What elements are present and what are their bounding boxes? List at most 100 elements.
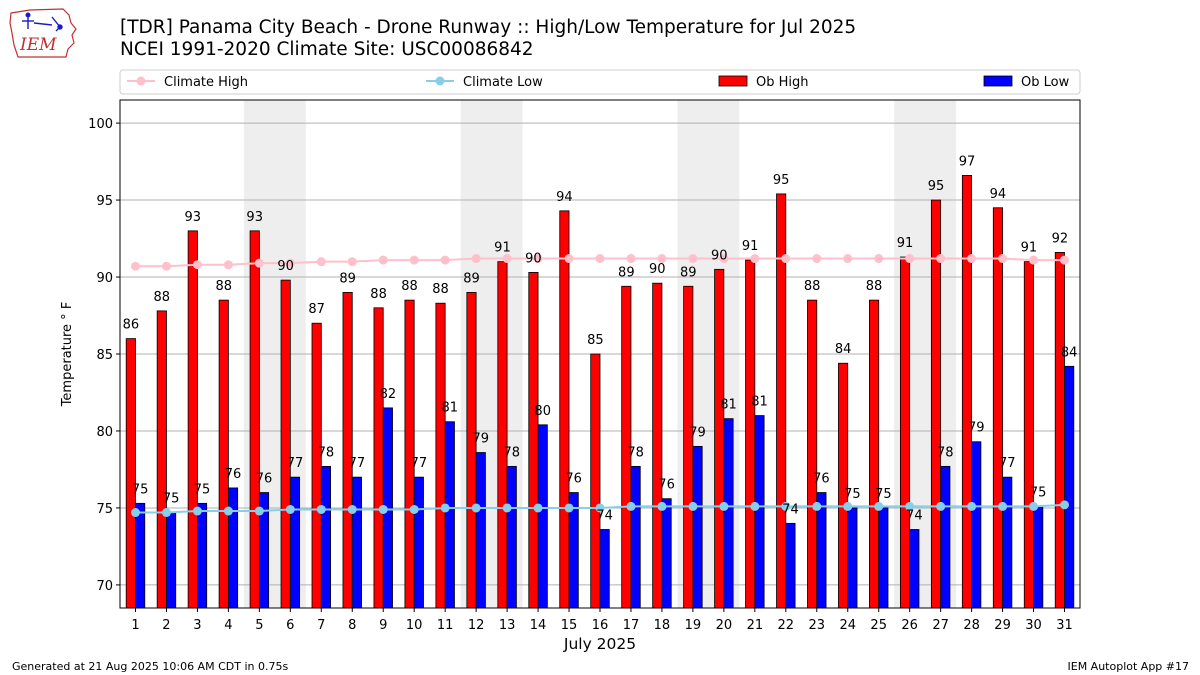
bar-ob-low	[1002, 476, 1013, 609]
x-tick-label: 10	[406, 618, 423, 633]
bar-ob-high	[807, 299, 818, 609]
bar-ob-high	[435, 302, 446, 609]
label-ob-high: 91	[494, 241, 511, 256]
climate-high-point	[998, 254, 1008, 264]
climate-low-point	[192, 506, 202, 516]
bar-ob-low	[444, 421, 455, 609]
label-ob-low: 76	[658, 478, 675, 493]
climate-high-point	[533, 254, 543, 264]
x-tick-label: 24	[839, 618, 856, 633]
label-ob-low: 81	[442, 401, 459, 416]
label-ob-low: 84	[1061, 345, 1078, 360]
label-ob-high: 90	[711, 248, 728, 263]
label-ob-low: 78	[318, 445, 335, 460]
bar-ob-low	[940, 465, 951, 609]
bar-ob-high	[466, 292, 477, 609]
bar-ob-low	[630, 465, 641, 609]
climate-low-point	[936, 501, 946, 511]
climate-high-point	[285, 258, 295, 268]
climate-low-point	[812, 501, 822, 511]
x-tick-label: 25	[870, 618, 887, 633]
label-ob-high: 91	[1021, 241, 1038, 256]
climate-high-point	[378, 255, 388, 265]
climate-low-point	[223, 506, 233, 516]
climate-low-point	[316, 504, 326, 514]
bar-ob-high	[745, 259, 756, 609]
bar-ob-low	[166, 512, 177, 609]
label-ob-low: 77	[287, 456, 304, 471]
label-ob-low: 75	[132, 482, 149, 497]
x-tick-label: 2	[162, 618, 170, 633]
bar-ob-high	[249, 230, 260, 609]
climate-high-point	[161, 261, 171, 271]
climate-high-point	[905, 254, 915, 264]
x-tick-label: 7	[317, 618, 325, 633]
label-ob-low: 80	[534, 404, 551, 419]
climate-high-point	[223, 260, 233, 270]
label-ob-low: 75	[194, 482, 211, 497]
label-ob-high: 93	[246, 210, 263, 225]
x-tick-label: 14	[530, 618, 547, 633]
label-ob-high: 90	[649, 262, 666, 277]
bar-ob-high	[1054, 251, 1065, 609]
bar-ob-low	[971, 441, 982, 609]
climate-high-point	[657, 254, 667, 264]
bar-ob-high	[590, 353, 601, 609]
climate-low-point	[874, 501, 884, 511]
label-ob-high: 88	[866, 279, 883, 294]
bar-ob-low	[1033, 505, 1044, 609]
climate-low-point	[967, 501, 977, 511]
label-ob-low: 76	[565, 472, 582, 487]
weather-station-icon	[22, 12, 63, 32]
legend-climate-high-marker-point	[136, 76, 146, 86]
bar-ob-high	[125, 338, 136, 609]
y-tick-label: 75	[96, 502, 113, 517]
bar-ob-high	[961, 175, 973, 609]
label-ob-high: 86	[123, 318, 140, 333]
y-tick-label: 70	[96, 579, 113, 594]
label-ob-high: 91	[742, 239, 759, 254]
climate-high-point	[502, 254, 512, 264]
legend-ob-high-label: Ob High	[756, 75, 809, 90]
bar-ob-high	[869, 299, 880, 609]
y-tick-label: 90	[96, 271, 113, 286]
label-ob-high: 88	[215, 279, 232, 294]
x-tick-label: 22	[778, 618, 795, 633]
climate-high-point	[254, 258, 264, 268]
bar-ob-high	[838, 362, 849, 609]
x-tick-label: 21	[747, 618, 764, 633]
bar-ob-low	[475, 452, 486, 609]
climate-low-point	[347, 504, 357, 514]
bar-ob-low	[599, 529, 610, 609]
label-ob-high: 90	[277, 259, 294, 274]
bar-ob-low	[351, 476, 362, 609]
bar-ob-high	[280, 279, 291, 609]
bar-ob-low	[537, 424, 548, 609]
climate-high-point	[874, 254, 884, 264]
label-ob-low: 74	[906, 508, 923, 523]
climate-high-point	[1060, 255, 1070, 265]
legend-ob-low-swatch	[983, 75, 1013, 87]
x-tick-label: 5	[255, 618, 263, 633]
bar-ob-low	[723, 418, 734, 609]
label-ob-high: 89	[680, 265, 697, 280]
legend-climate-high-label: Climate High	[164, 75, 248, 90]
label-ob-low: 78	[937, 445, 954, 460]
x-tick-label: 31	[1056, 618, 1073, 633]
x-tick-label: 19	[685, 618, 702, 633]
label-ob-high: 94	[556, 190, 573, 205]
climate-low-point	[471, 503, 481, 513]
title-line-1: [TDR] Panama City Beach - Drone Runway :…	[120, 17, 857, 38]
legend-ob-high-swatch	[718, 75, 748, 87]
x-tick-label: 12	[468, 618, 485, 633]
y-tick-label: 80	[96, 425, 113, 440]
legend-ob-low-label: Ob Low	[1021, 75, 1070, 90]
label-ob-high: 88	[154, 290, 171, 305]
climate-high-point	[626, 254, 636, 264]
chart-title: [TDR] Panama City Beach - Drone Runway :…	[120, 17, 856, 61]
x-tick-label: 29	[994, 618, 1011, 633]
climate-low-point	[285, 504, 295, 514]
logo-text: IEM	[19, 35, 57, 55]
legend-climate-low-marker-point	[435, 76, 445, 86]
climate-low-point	[564, 503, 574, 513]
